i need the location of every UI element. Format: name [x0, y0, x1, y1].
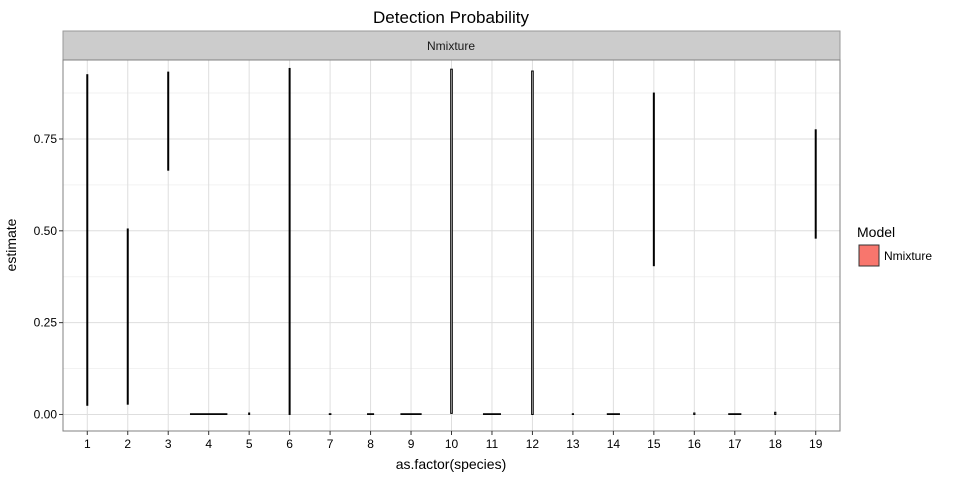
x-tick-label: 17 [728, 437, 742, 451]
x-tick-label: 6 [286, 437, 293, 451]
bar-marks [86, 67, 817, 415]
bar-13 [571, 413, 575, 415]
x-axis: 1 2 3 4 5 6 7 8 9 10 11 12 13 14 15 16 17 18 19 [84, 431, 823, 451]
legend-label-nmixture: Nmixture [884, 249, 932, 263]
bar-5 [248, 412, 251, 415]
y-tick-label: 0.50 [34, 224, 58, 238]
x-tick-label: 9 [408, 437, 415, 451]
y-axis-title: estimate [3, 218, 19, 271]
bar-7 [328, 413, 332, 415]
x-tick-label: 19 [809, 437, 823, 451]
x-tick-label: 13 [566, 437, 580, 451]
x-tick-label: 10 [445, 437, 459, 451]
bar-18 [774, 411, 777, 415]
facet-strip [62, 30, 841, 61]
bar-11 [482, 413, 501, 415]
bar-4 [189, 413, 228, 415]
y-tick-label: 0.75 [34, 132, 58, 146]
legend-title: Model [857, 224, 895, 240]
x-tick-label: 3 [165, 437, 172, 451]
x-tick-label: 11 [486, 437, 499, 451]
x-tick-label: 12 [526, 437, 540, 451]
bar-9 [400, 413, 422, 415]
x-tick-label: 5 [246, 437, 253, 451]
bar-19 [814, 129, 817, 239]
bar-17 [728, 413, 742, 415]
y-axis: 0.00 0.25 0.50 0.75 [34, 132, 63, 421]
bar-2 [126, 228, 129, 405]
y-tick-label: 0.25 [34, 316, 58, 330]
x-axis-title: as.factor(species) [396, 456, 506, 472]
x-tick-label: 1 [84, 437, 91, 451]
facet-strip-label: Nmixture [427, 39, 475, 53]
bar-14 [606, 413, 620, 415]
bar-8 [367, 413, 375, 415]
bar-1 [86, 74, 89, 406]
x-tick-label: 16 [688, 437, 702, 451]
x-tick-label: 2 [124, 437, 131, 451]
bar-12 [531, 70, 534, 415]
x-tick-label: 8 [367, 437, 374, 451]
chart-title: Detection Probability [373, 8, 529, 27]
bar-6 [288, 67, 291, 415]
bar-15 [652, 92, 655, 267]
y-tick-label: 0.00 [34, 407, 58, 421]
legend: Model Nmixture [857, 224, 932, 267]
x-tick-label: 7 [327, 437, 334, 451]
x-tick-label: 14 [607, 437, 621, 451]
x-tick-label: 4 [205, 437, 212, 451]
bar-3 [167, 71, 170, 171]
x-tick-label: 15 [647, 437, 661, 451]
legend-key-nmixture [858, 244, 880, 267]
x-tick-label: 18 [769, 437, 783, 451]
bar-16 [693, 412, 696, 415]
bar-10 [450, 68, 453, 414]
